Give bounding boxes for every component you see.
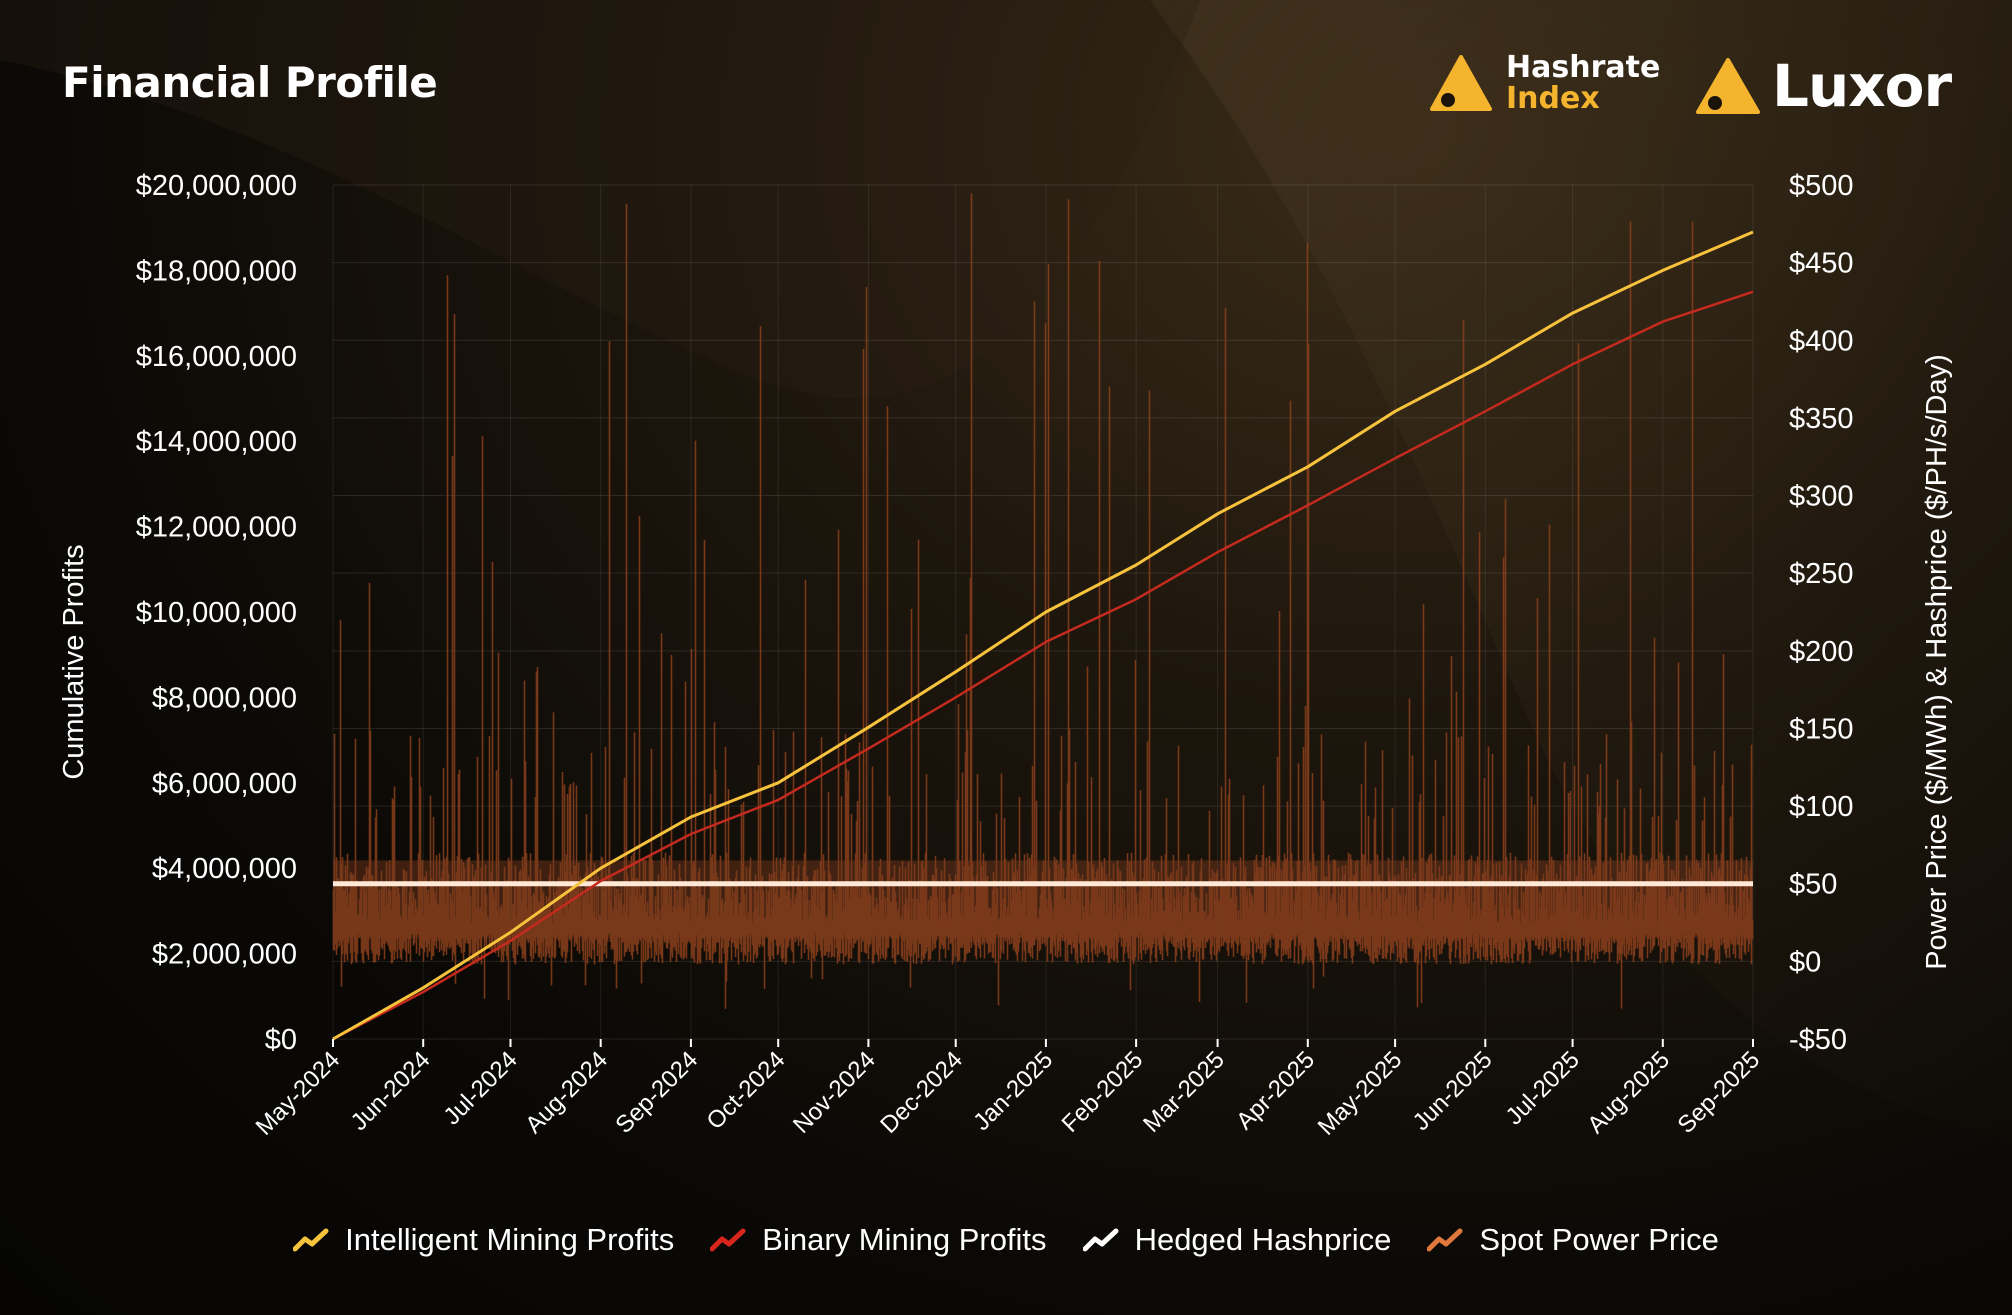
- y-left-tick-label: $2,000,000: [152, 939, 297, 971]
- x-tick-label: Jul-2025: [1501, 1046, 1585, 1130]
- legend: Intelligent Mining Profits Binary Mining…: [0, 1222, 2012, 1258]
- binary-mining-profits-line: [332, 290, 1754, 1041]
- hashrate-index-logo-mark-icon: [1430, 55, 1492, 111]
- legend-item-intelligent[interactable]: Intelligent Mining Profits: [293, 1222, 674, 1258]
- x-tick-label: Dec-2024: [875, 1046, 968, 1139]
- y-right-tick-label: $0: [1789, 946, 1821, 978]
- y-right-tick-label: $250: [1789, 558, 1854, 590]
- hashrate-logo-line1: Hashrate: [1506, 50, 1661, 85]
- x-tick-label: Sep-2025: [1673, 1046, 1766, 1139]
- y-right-tick-label: $350: [1789, 403, 1854, 435]
- legend-label: Intelligent Mining Profits: [345, 1222, 675, 1257]
- luxor-logo: Luxor: [1696, 52, 1952, 120]
- y-right-axis-title: Power Price ($/MWh) & Hashprice ($/PH/s/…: [1921, 354, 1953, 970]
- y-left-tick-label: $20,000,000: [136, 170, 297, 202]
- spot-power-price-band: [333, 860, 1753, 939]
- y-right-tick-label: $450: [1789, 248, 1854, 280]
- axes: $0 $2,000,000 $4,000,000 $6,000,000 $8,000,0…: [58, 170, 1953, 1141]
- y-left-axis-title: Cumulative Profits: [58, 544, 90, 779]
- x-tick-label: Jun-2024: [346, 1046, 436, 1136]
- x-tick-label: May-2025: [1313, 1046, 1408, 1141]
- x-tick-label: Aug-2024: [520, 1046, 613, 1139]
- x-tick-label: Sep-2024: [610, 1046, 703, 1139]
- y-right-tick-label: $300: [1789, 481, 1854, 513]
- y-right-tick-label: $200: [1789, 636, 1854, 668]
- x-tick-label: Aug-2025: [1582, 1046, 1675, 1139]
- x-tick-label: Nov-2024: [788, 1046, 881, 1139]
- y-right-tick-label: $100: [1789, 791, 1854, 823]
- x-tick-label: Jan-2025: [968, 1046, 1058, 1136]
- y-right-tick-label: $400: [1789, 325, 1854, 357]
- legend-item-hedged[interactable]: Hedged Hashprice: [1082, 1222, 1392, 1258]
- x-tick-label: Oct-2024: [702, 1046, 791, 1135]
- x-tick-label: Mar-2025: [1138, 1046, 1230, 1138]
- y-right-tick-label: -$50: [1789, 1024, 1847, 1056]
- y-right-tick-label: $500: [1789, 170, 1854, 202]
- intelligent-legend-swatch-icon: [293, 1228, 329, 1252]
- legend-label: Hedged Hashprice: [1134, 1222, 1392, 1257]
- y-right-tick-label: $150: [1789, 713, 1854, 745]
- legend-label: Spot Power Price: [1479, 1222, 1719, 1257]
- x-tick-label: May-2024: [251, 1046, 346, 1141]
- x-tick-label: Feb-2025: [1057, 1046, 1149, 1138]
- legend-item-binary[interactable]: Binary Mining Profits: [710, 1222, 1047, 1258]
- hedged-legend-swatch-icon: [1082, 1228, 1119, 1252]
- y-left-tick-label: $16,000,000: [136, 341, 297, 373]
- x-tick-label: Jul-2024: [439, 1046, 523, 1130]
- y-left-tick-label: $18,000,000: [136, 255, 297, 287]
- y-left-tick-label: $0: [265, 1024, 297, 1056]
- hashrate-index-logo: Hashrate Index: [1430, 52, 1660, 114]
- y-left-tick-label: $14,000,000: [136, 426, 297, 458]
- x-tick-label: Apr-2025: [1231, 1046, 1320, 1135]
- x-tick-label: Jun-2025: [1408, 1046, 1498, 1136]
- spot-power-price-series: [332, 193, 1754, 1009]
- page-title: Financial Profile: [62, 58, 438, 107]
- legend-item-spot-power[interactable]: Spot Power Price: [1427, 1222, 1719, 1258]
- y-left-tick-label: $8,000,000: [152, 682, 297, 714]
- y-left-tick-label: $12,000,000: [136, 512, 297, 544]
- binary-legend-swatch-icon: [710, 1228, 746, 1252]
- y-right-tick-label: $50: [1789, 869, 1837, 901]
- legend-label: Binary Mining Profits: [762, 1222, 1047, 1257]
- spot-power-legend-swatch-icon: [1427, 1228, 1463, 1252]
- y-left-tick-label: $4,000,000: [152, 853, 297, 885]
- y-left-tick-label: $6,000,000: [152, 768, 297, 800]
- luxor-logo-mark-icon: [1696, 58, 1760, 114]
- luxor-wordmark: Luxor: [1772, 52, 1952, 120]
- hashrate-logo-line2: Index: [1506, 81, 1600, 116]
- intelligent-mining-profits-line: [332, 230, 1754, 1041]
- profit-series-lines: [332, 230, 1754, 1041]
- y-left-tick-label: $10,000,000: [136, 597, 297, 629]
- spot-power-price-line: [332, 193, 1754, 1009]
